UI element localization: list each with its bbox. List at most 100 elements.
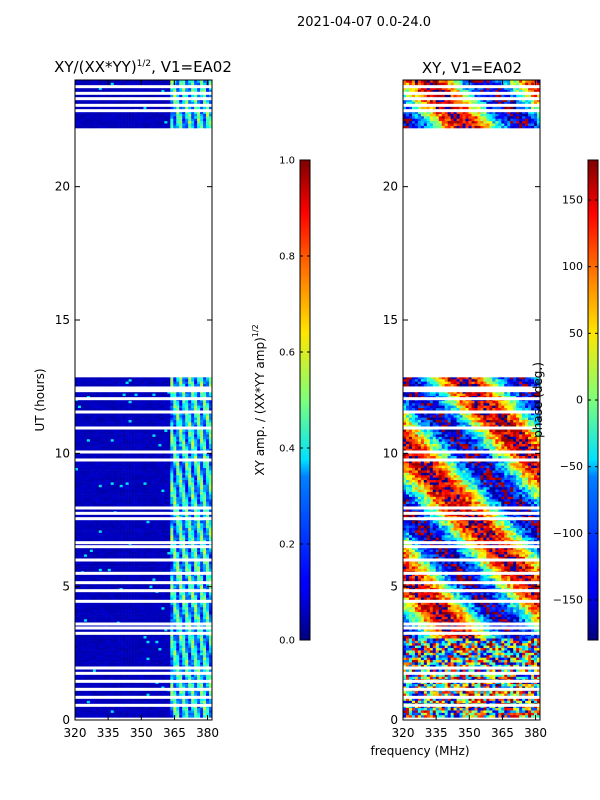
heatmap-cell (140, 690, 144, 694)
heatmap-cell (149, 575, 153, 579)
heatmap-cell (122, 549, 126, 553)
heatmap-cell (146, 669, 150, 673)
heatmap-cell (95, 460, 100, 464)
heatmap-cell (104, 472, 109, 476)
heatmap-cell (203, 582, 207, 586)
heatmap-cell (134, 575, 138, 579)
heatmap-cell (101, 640, 106, 644)
amp-panel: XY/(XX*YY)1/2, V1=EA02 320 335 350 365 380 0… (33, 58, 232, 740)
heatmap-cell (188, 618, 192, 622)
heatmap-cell (185, 498, 189, 502)
heatmap-cell (77, 602, 82, 605)
heatmap-cell (92, 618, 97, 622)
heatmap-cell (149, 455, 153, 459)
heatmap-cell (182, 530, 186, 533)
heatmap-cell (170, 508, 174, 512)
heatmap-cell (140, 662, 144, 665)
heatmap-cell (170, 683, 174, 687)
heatmap-cell (137, 616, 141, 620)
heatmap-cell (194, 592, 198, 596)
heatmap-cell (158, 525, 162, 529)
heatmap-cell (164, 592, 168, 596)
heatmap-cell (155, 484, 159, 488)
heatmap-cell (86, 710, 91, 713)
heatmap-cell (161, 650, 165, 653)
heatmap-cell (143, 640, 147, 644)
heatmap-cell (116, 700, 120, 704)
heatmap-cell (185, 520, 189, 524)
heatmap-cell (200, 496, 204, 500)
heatmap-cell (179, 575, 183, 579)
heatmap-cell (143, 491, 147, 495)
heatmap-cell (89, 652, 94, 656)
heatmap-cell (194, 489, 198, 493)
heatmap-cell (95, 707, 100, 711)
heatmap-cell (104, 496, 109, 500)
heatmap-cell (149, 525, 153, 529)
heatmap-cell (170, 690, 174, 694)
heatmap-cell (98, 482, 103, 485)
heatmap-cell (146, 563, 150, 567)
heatmap-cell (119, 594, 123, 598)
heatmap-cell (209, 551, 213, 555)
heatmap-cell (128, 654, 132, 658)
heatmap-cell (140, 676, 144, 680)
heatmap-cell (176, 594, 180, 598)
heatmap-cell (131, 494, 135, 497)
heatmap-cell (185, 604, 189, 608)
heatmap-cell (101, 652, 106, 656)
heatmap-cell (143, 455, 147, 459)
heatmap-cell (131, 659, 135, 663)
heatmap-cell (110, 597, 115, 601)
heatmap-cell (191, 614, 195, 617)
heatmap-cell (134, 662, 138, 665)
heatmap-cell (140, 496, 144, 500)
heatmap-cell (191, 522, 195, 526)
heatmap-cell (146, 690, 150, 694)
heatmap-cell (209, 578, 213, 581)
heatmap-cell (179, 460, 183, 464)
heatmap-cell (80, 479, 85, 483)
heatmap-cell (140, 462, 144, 466)
heatmap-cell (86, 566, 91, 569)
heatmap-cell (95, 561, 100, 565)
heatmap-cell (134, 508, 138, 512)
heatmap-cell (161, 700, 165, 704)
heatmap-cell (86, 647, 91, 651)
heatmap-cell (113, 563, 117, 567)
heatmap-cell (173, 532, 177, 536)
heatmap-cell (128, 635, 132, 639)
heatmap-cell (161, 585, 165, 589)
heatmap-cell (143, 568, 147, 572)
heatmap-cell (185, 642, 189, 646)
heatmap-cell (188, 494, 192, 497)
heatmap-cell (173, 527, 177, 531)
heatmap-cell (77, 561, 82, 565)
heatmap-cell (113, 654, 117, 658)
heatmap-cell (140, 484, 144, 488)
heatmap-cell (152, 604, 156, 608)
heatmap-cell (119, 474, 123, 478)
heatmap-cell (179, 614, 183, 617)
heatmap-cell (170, 618, 174, 622)
heatmap-cell (116, 628, 120, 632)
heatmap-cell (110, 561, 115, 565)
heatmap-cell (152, 635, 156, 639)
heatmap-cell (200, 640, 204, 644)
heatmap-cell (173, 647, 177, 651)
heatmap-cell (167, 566, 171, 569)
heatmap-cell (161, 496, 165, 500)
heatmap-cell (146, 616, 150, 620)
heatmap-cell (197, 508, 201, 512)
heatmap-cell (149, 657, 153, 661)
heatmap-cell (158, 582, 162, 586)
heatmap-cell (134, 592, 138, 596)
heatmap-cell (164, 693, 168, 697)
heatmap-cell (179, 587, 183, 591)
heatmap-cell (75, 698, 79, 701)
heatmap-cell (158, 486, 162, 490)
heatmap-cell (164, 654, 168, 658)
heatmap-cell (116, 669, 120, 673)
heatmap-cell (173, 657, 177, 661)
heatmap-cell (140, 546, 144, 550)
